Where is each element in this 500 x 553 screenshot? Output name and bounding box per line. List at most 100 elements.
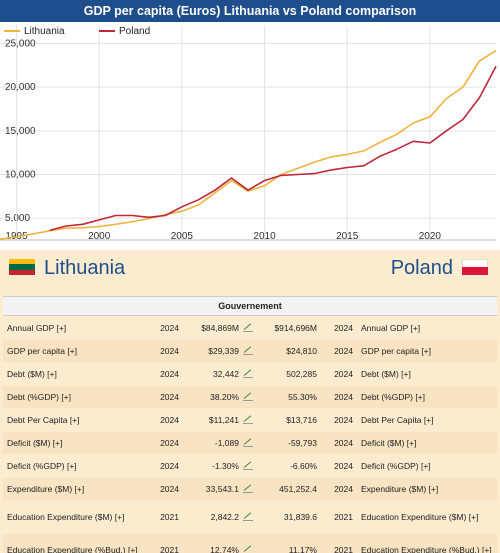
row-label-left[interactable]: Annual GDP [+] (7, 322, 67, 333)
row-label-right[interactable]: Debt (%GDP) [+] (361, 391, 426, 402)
line-chart: 5,000 10,000 15,000 20,000 25,000 1995 2000 200… (0, 22, 500, 250)
row-value-right: $914,696M (274, 323, 317, 333)
y-tick-label: 10,000 (5, 169, 36, 180)
trend-chart-icon[interactable] (243, 460, 253, 470)
table-row: Debt (%GDP) [+] 2024 38.20% 55.30% 2024 Debt … (3, 386, 497, 408)
row-label-right[interactable]: Expenditure ($M) [+] (361, 483, 439, 494)
row-label-left[interactable]: Debt (%GDP) [+] (7, 391, 72, 402)
row-label-left[interactable]: Debt Per Capita [+] (7, 414, 80, 425)
trend-chart-icon[interactable] (243, 544, 253, 553)
row-label-right[interactable]: Education Expenditure (%Bud.) [+] (361, 544, 492, 553)
row-value-right: -59,793 (288, 438, 317, 448)
trend-chart-icon[interactable] (243, 483, 253, 493)
table-row: Debt Per Capita [+] 2024 $11,241 $13,716 202… (3, 409, 497, 431)
trend-chart-icon[interactable] (243, 391, 253, 401)
trend-chart-icon[interactable] (239, 340, 257, 362)
row-value-left: 32,442 (213, 369, 239, 379)
row-value-left: 38.20% (210, 392, 239, 402)
row-year-left: 2024 (160, 484, 179, 494)
row-year-right: 2024 (334, 415, 353, 425)
row-year-right: 2024 (334, 461, 353, 471)
y-tick-label: 20,000 (5, 82, 36, 93)
lithuania-flag-icon (9, 259, 35, 275)
row-year-right: 2021 (334, 512, 353, 522)
row-value-left: 2,842.2 (210, 512, 239, 522)
government-table: Gouvernement Annual GDP [+] 2024 $84,869M $… (3, 295, 497, 553)
x-tick-label: 2015 (336, 231, 359, 242)
row-year-left: 2024 (160, 369, 179, 379)
row-label-left[interactable]: Education Expenditure ($M) [+] (7, 511, 125, 522)
trend-chart-icon[interactable] (239, 478, 257, 500)
row-label-left[interactable]: Expenditure ($M) [+] (7, 483, 85, 494)
row-label-right[interactable]: GDP per capita [+] (361, 345, 432, 356)
row-value-right: 11.17% (288, 545, 317, 553)
series-line-poland[interactable] (49, 65, 497, 232)
row-value-left: $84,869M (201, 323, 239, 333)
row-label-right[interactable]: Debt ($M) [+] (361, 368, 411, 379)
trend-chart-icon[interactable] (243, 414, 253, 424)
trend-chart-icon[interactable] (243, 437, 253, 447)
country-header: Lithuania Poland (0, 250, 500, 295)
trend-chart-icon[interactable] (239, 386, 257, 408)
row-value-left: -1.30% (212, 461, 239, 471)
table-section-title: Gouvernement (3, 296, 497, 316)
trend-chart-icon[interactable] (239, 455, 257, 477)
row-year-left: 2024 (160, 346, 179, 356)
row-value-left: $29,339 (208, 346, 239, 356)
row-label-right[interactable]: Deficit ($M) [+] (361, 437, 417, 448)
row-value-left: -1,089 (214, 438, 239, 448)
row-year-right: 2024 (334, 369, 353, 379)
legend-entry-poland[interactable]: Poland (119, 26, 150, 37)
row-value-left: 33,543.1 (205, 484, 239, 494)
row-year-left: 2021 (160, 545, 179, 553)
chart-title: GDP per capita (Euros) Lithuania vs Pola… (0, 0, 500, 22)
country-name-right[interactable]: Poland (390, 257, 453, 279)
row-value-right: 451,252.4 (279, 484, 317, 494)
row-label-left[interactable]: Deficit (%GDP) [+] (7, 460, 77, 471)
row-label-left[interactable]: Debt ($M) [+] (7, 368, 57, 379)
table-row: Annual GDP [+] 2024 $84,869M $914,696M 2024 A… (3, 317, 497, 339)
x-tick-label: 2020 (419, 231, 442, 242)
row-year-right: 2024 (334, 392, 353, 402)
row-value-right: 502,285 (286, 369, 317, 379)
trend-chart-icon[interactable] (239, 501, 257, 533)
row-label-right[interactable]: Debt Per Capita [+] (361, 414, 434, 425)
row-label-left[interactable]: GDP per capita [+] (7, 345, 78, 356)
table-row: Deficit ($M) [+] 2024 -1,089 -59,793 2024 Def… (3, 432, 497, 454)
table-row: Education Expenditure ($M) [+] 2021 2,842.… (3, 501, 497, 533)
x-tick-label: 2010 (253, 231, 276, 242)
row-year-left: 2024 (160, 323, 179, 333)
row-value-right: $24,810 (286, 346, 317, 356)
row-label-right[interactable]: Education Expenditure ($M) [+] (361, 511, 479, 522)
trend-chart-icon[interactable] (239, 432, 257, 454)
row-year-left: 2024 (160, 461, 179, 471)
trend-chart-icon[interactable] (239, 409, 257, 431)
row-value-right: 55.30% (288, 392, 317, 402)
row-value-right: 31,839.6 (283, 512, 317, 522)
row-year-right: 2024 (334, 323, 353, 333)
legend-entry-lithuania[interactable]: Lithuania (24, 26, 65, 37)
trend-chart-icon[interactable] (243, 322, 253, 332)
row-year-left: 2024 (160, 438, 179, 448)
row-label-right[interactable]: Annual GDP [+] (361, 322, 421, 333)
y-tick-label: 15,000 (5, 126, 36, 137)
trend-chart-icon[interactable] (243, 368, 253, 378)
row-year-right: 2024 (334, 438, 353, 448)
country-name-left[interactable]: Lithuania (44, 257, 126, 279)
row-year-right: 2024 (334, 484, 353, 494)
x-tick-label: 2005 (171, 231, 194, 242)
trend-chart-icon[interactable] (239, 317, 257, 339)
trend-chart-icon[interactable] (239, 534, 257, 553)
row-label-right[interactable]: Deficit (%GDP) [+] (361, 460, 431, 471)
series-line-lithuania[interactable] (0, 49, 497, 240)
trend-chart-icon[interactable] (243, 511, 253, 521)
table-row: Education Expenditure (%Bud.) [+] 2021 12.… (3, 534, 497, 553)
row-label-left[interactable]: Deficit ($M) [+] (7, 437, 63, 448)
trend-chart-icon[interactable] (239, 363, 257, 385)
poland-flag-icon (462, 259, 488, 275)
row-year-right: 2021 (334, 545, 353, 553)
row-label-left[interactable]: Education Expenditure (%Bud.) [+] (7, 544, 138, 553)
trend-chart-icon[interactable] (243, 345, 253, 355)
row-year-left: 2021 (160, 512, 179, 522)
